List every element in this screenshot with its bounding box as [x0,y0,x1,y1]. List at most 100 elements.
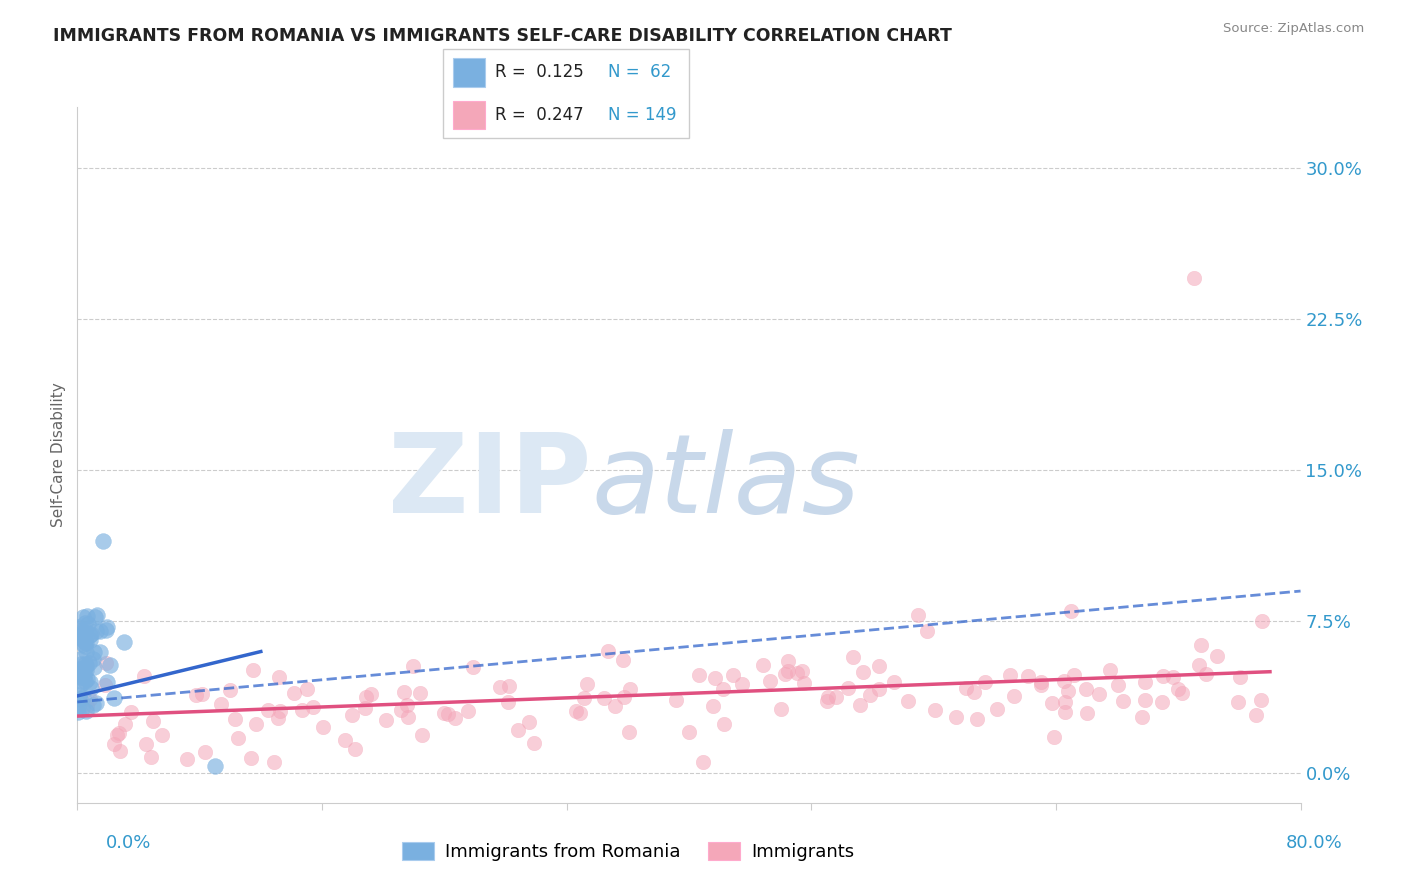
Point [267,711,290,725]
Point [94,657,117,671]
Point [721,668,744,682]
Point [267,670,290,684]
Point [786,666,808,681]
Point [240,750,263,764]
Text: N = 149: N = 149 [607,106,676,124]
Point [75,645,97,659]
Text: atlas: atlas [591,429,859,536]
Text: R =  0.125: R = 0.125 [495,63,583,81]
Point [1054,695,1077,709]
Point [897,694,920,708]
Point [593,691,616,706]
Point [132,669,155,683]
Point [849,698,872,712]
Text: R =  0.247: R = 0.247 [495,106,583,124]
Point [489,681,512,695]
Point [194,746,217,760]
Point [752,658,775,673]
Point [778,665,800,679]
Text: ZIP: ZIP [388,429,591,536]
Point [75,636,97,650]
Point [731,677,754,691]
Point [792,664,814,678]
Point [84,696,107,710]
Point [1133,692,1156,706]
Point [575,677,598,691]
Point [759,673,782,688]
Point [1167,682,1189,697]
Point [1153,669,1175,683]
Point [283,686,305,700]
Point [224,712,246,726]
Point [1227,695,1250,709]
Point [817,690,839,704]
Point [70,665,93,679]
Point [89,644,111,658]
Point [72,637,94,651]
Point [1017,669,1039,683]
Point [79,674,101,689]
Point [1195,667,1218,681]
Point [75,658,97,673]
Point [204,759,226,773]
Point [94,677,117,691]
Point [75,663,97,677]
Point [619,681,641,696]
Point [73,663,96,677]
Point [457,704,479,718]
Point [1112,694,1135,708]
FancyBboxPatch shape [453,101,485,129]
Point [1205,648,1227,663]
Point [572,690,595,705]
Point [354,690,377,704]
Point [837,681,859,695]
Point [67,689,90,703]
Point [82,652,104,666]
Point [1188,657,1211,672]
Point [242,663,264,677]
Point [70,673,93,688]
Point [617,724,640,739]
Point [1189,639,1212,653]
Point [75,704,97,718]
Point [1182,271,1205,285]
Point [295,681,318,696]
Point [775,667,797,681]
Point [444,711,467,725]
Point [409,686,432,700]
Point [1088,687,1111,701]
Point [77,656,100,670]
Point [613,690,636,705]
Point [84,610,107,624]
Point [1229,670,1251,684]
Point [120,706,142,720]
Point [152,728,174,742]
Point [966,712,988,726]
Point [73,633,96,648]
Text: 80.0%: 80.0% [1286,834,1343,852]
Point [67,705,90,719]
Point [1107,678,1129,692]
Point [209,697,232,711]
Point [69,691,91,706]
Point [1029,677,1052,691]
Y-axis label: Self-Care Disability: Self-Care Disability [51,383,66,527]
Point [1076,706,1098,721]
Point [354,701,377,715]
Point [107,728,129,742]
Point [1135,675,1157,690]
Point [565,704,588,718]
Point [135,737,157,751]
Point [219,682,242,697]
Point [67,699,90,714]
Point [114,716,136,731]
Point [859,688,882,702]
Point [76,673,98,687]
Point [86,607,108,622]
Legend: Immigrants from Romania, Immigrants: Immigrants from Romania, Immigrants [392,833,863,871]
Point [226,731,249,746]
Point [67,619,90,633]
Point [868,659,890,673]
Point [793,675,815,690]
Point [974,675,997,690]
